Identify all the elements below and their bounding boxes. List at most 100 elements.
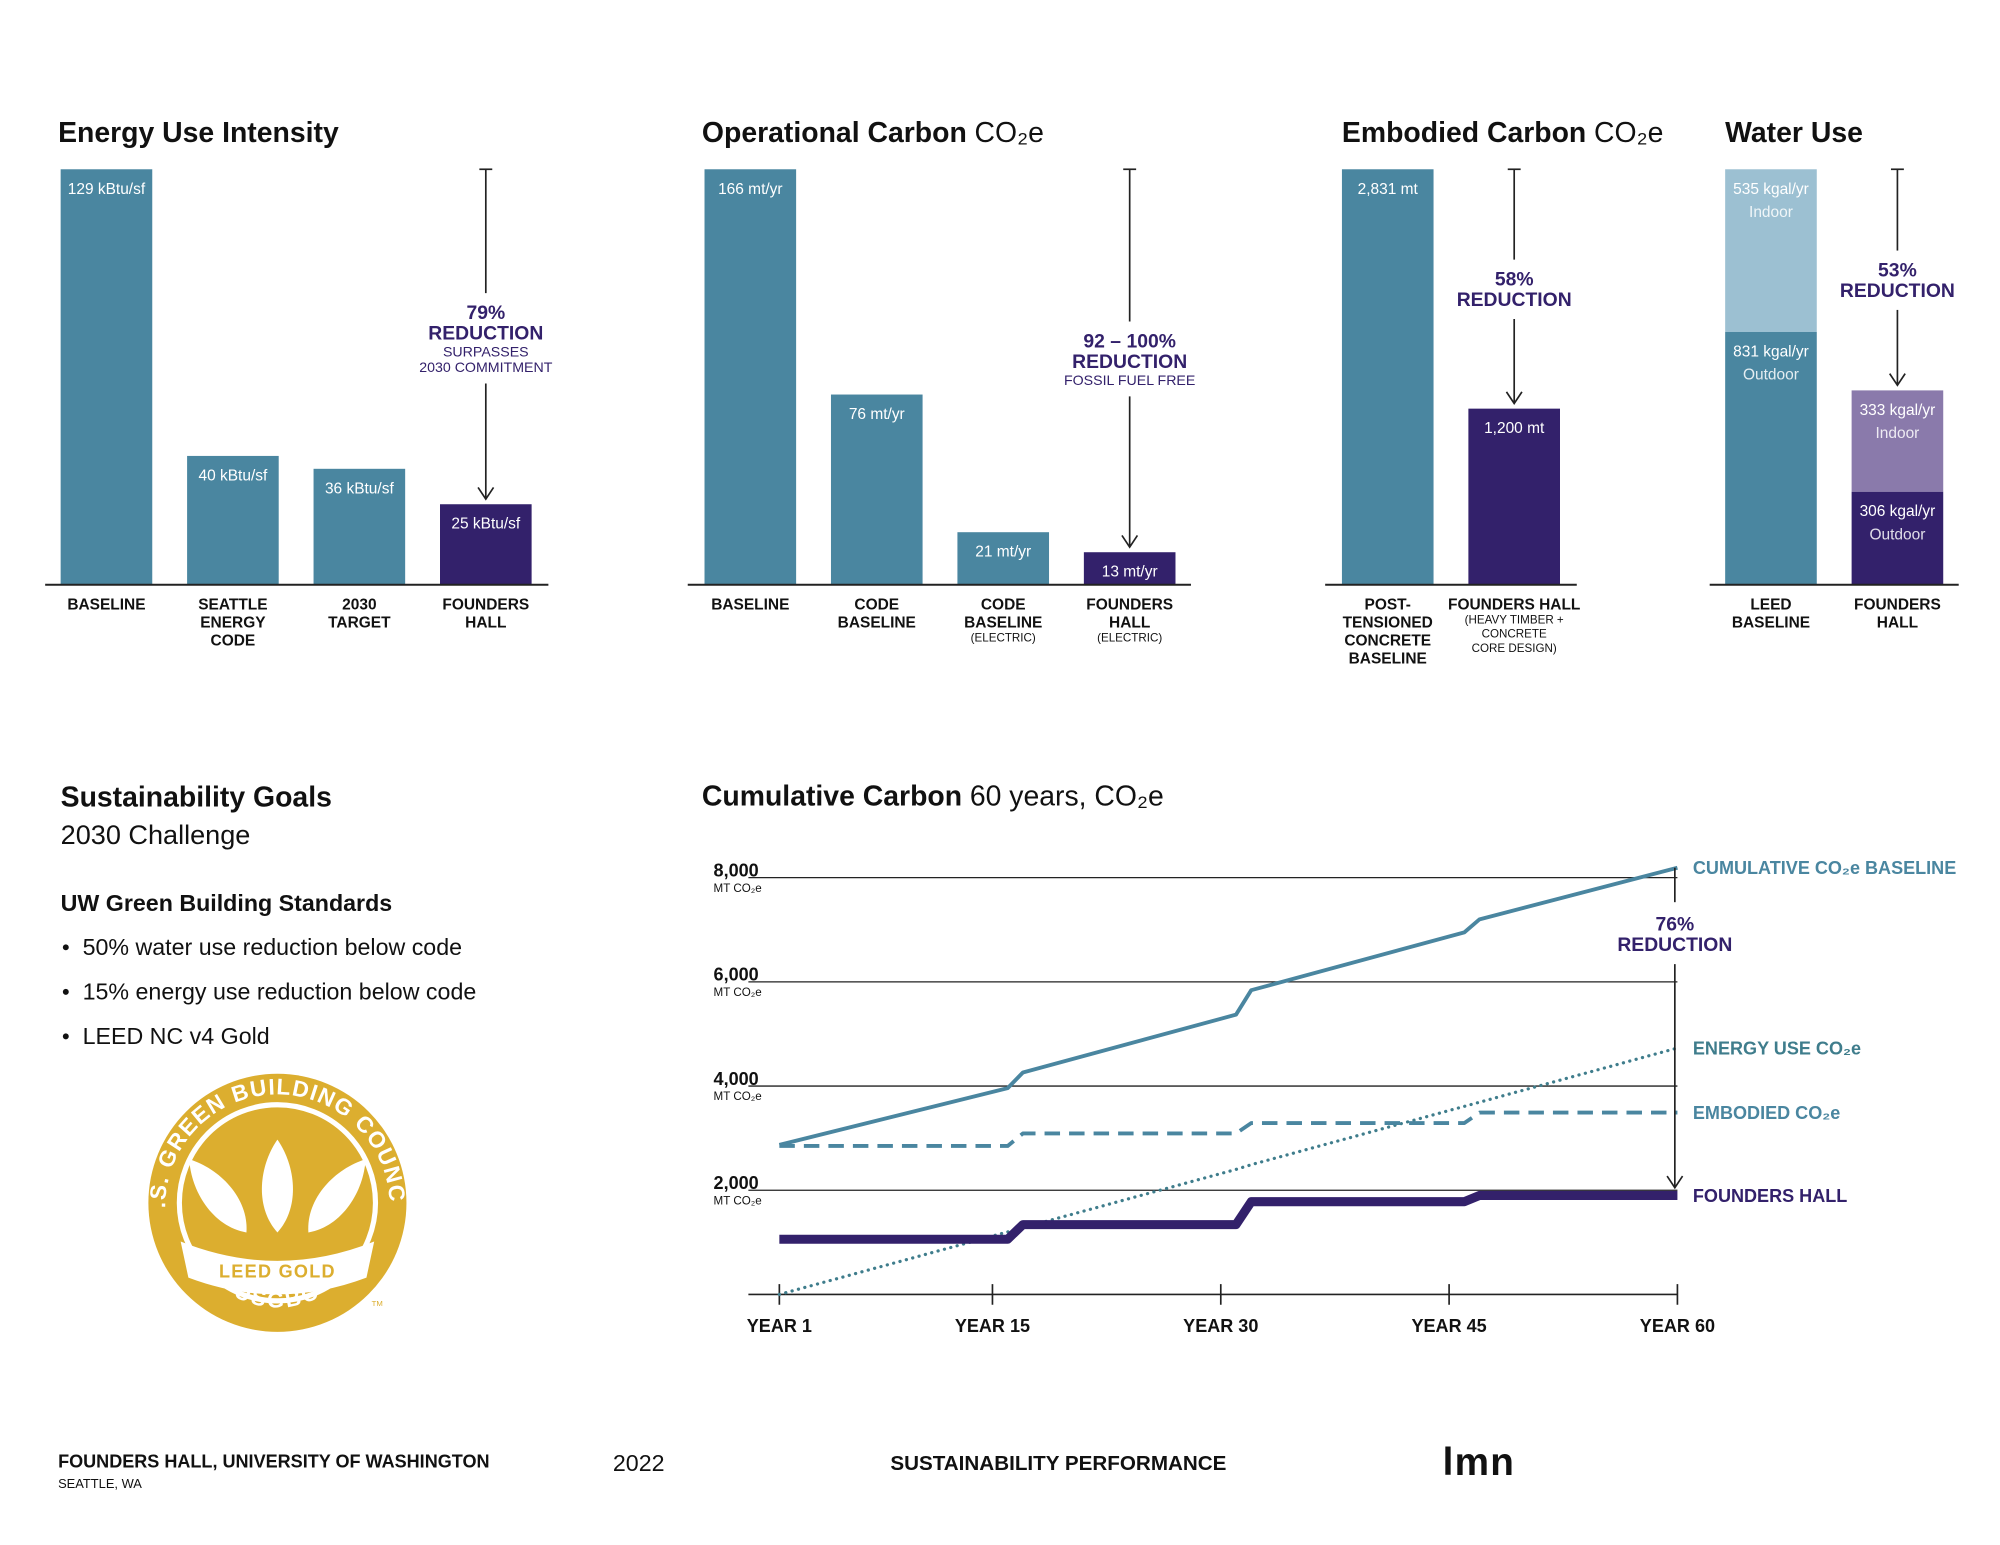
chart-title: Cumulative Carbon 60 years, CO₂e <box>702 780 1164 812</box>
goals-subtitle: 2030 Challenge <box>61 819 251 850</box>
category-label: FOUNDERS HALL <box>1448 596 1580 613</box>
badge-leaf <box>308 1159 366 1233</box>
category-label: BASELINE <box>67 596 145 613</box>
footer-year: 2022 <box>613 1450 665 1476</box>
title-main: Operational Carbon <box>702 117 967 149</box>
annotation-headline: REDUCTION <box>1457 289 1572 311</box>
badge-ring <box>176 1102 379 1304</box>
category-label: CODE <box>854 596 899 613</box>
bar <box>440 504 532 585</box>
title-main: Embodied Carbon <box>1342 117 1586 149</box>
bar-segment <box>1725 332 1817 585</box>
segment-name: Outdoor <box>1743 367 1799 384</box>
arrow-head <box>1888 373 1906 387</box>
category-label: CONCRETE <box>1344 632 1431 649</box>
series-line <box>777 1046 1680 1297</box>
category-label: TENSIONED <box>1343 614 1433 631</box>
bullet <box>62 944 69 951</box>
chart-title: Embodied Carbon CO₂e <box>1342 117 1663 149</box>
value-label: 831 kgal/yr <box>1733 344 1809 361</box>
annotation-headline: 79% <box>466 302 505 324</box>
category-label: ENERGY <box>200 614 266 631</box>
series-line <box>779 1110 1678 1148</box>
value-label: 129 kBtu/sf <box>68 181 146 198</box>
x-tick-label: YEAR 15 <box>955 1316 1030 1336</box>
title-main: Cumulative Carbon <box>702 780 962 812</box>
footer-logo: lmn <box>1443 1441 1516 1484</box>
bullet <box>62 988 69 995</box>
category-label: HALL <box>1109 614 1150 631</box>
series-line <box>779 1190 1678 1244</box>
chart-title: Operational Carbon CO₂e <box>702 117 1044 149</box>
arrow-head <box>1505 391 1523 405</box>
series-label: FOUNDERS HALL <box>1693 1186 1847 1206</box>
category-label: CODE <box>981 596 1026 613</box>
x-tick-label: YEAR 1 <box>747 1316 812 1336</box>
x-tick-label: YEAR 30 <box>1183 1316 1258 1336</box>
value-label: 40 kBtu/sf <box>199 467 268 484</box>
annotation-note: FOSSIL FUEL FREE <box>1064 373 1195 389</box>
bar-segment <box>1725 169 1817 333</box>
x-tick-label: YEAR 45 <box>1411 1316 1486 1336</box>
y-tick-label: 6,000 <box>714 965 759 985</box>
annotation-headline: REDUCTION <box>1840 280 1955 302</box>
value-label: 13 mt/yr <box>1102 564 1158 581</box>
y-tick-label: 4,000 <box>714 1069 759 1089</box>
category-label: BASELINE <box>838 614 916 631</box>
goal-item: 50% water use reduction below code <box>83 934 462 960</box>
bar <box>1468 408 1560 585</box>
category-label: LEED <box>1750 596 1791 613</box>
title-sub: CO₂e <box>1594 117 1663 149</box>
value-label: 1,200 mt <box>1484 420 1545 437</box>
badge-leaf <box>261 1139 293 1233</box>
annotation-headline: REDUCTION <box>428 323 543 345</box>
y-tick-unit: MT CO₂e <box>714 1090 762 1103</box>
value-label: 76 mt/yr <box>849 406 905 423</box>
category-label: BASELINE <box>711 596 789 613</box>
value-label: 166 mt/yr <box>718 181 782 198</box>
arrow-head <box>1666 1175 1684 1190</box>
segment-name: Indoor <box>1749 204 1793 221</box>
category-label: BASELINE <box>1732 614 1810 631</box>
bar <box>830 394 923 585</box>
category-label: TARGET <box>328 614 391 631</box>
segment-name: Indoor <box>1875 425 1919 442</box>
series-label: CUMULATIVE CO₂e BASELINE <box>1693 858 1956 878</box>
goal-item: 15% energy use reduction below code <box>83 979 477 1005</box>
bar <box>60 169 153 585</box>
arrow-head <box>1121 534 1139 549</box>
bullet <box>62 1033 69 1040</box>
series-label: ENERGY USE CO₂e <box>1693 1038 1861 1058</box>
category-label: HALL <box>1877 614 1918 631</box>
goals-heading: UW Green Building Standards <box>61 890 393 916</box>
value-label: 25 kBtu/sf <box>451 516 520 533</box>
footer-location: SEATTLE, WA <box>58 1476 142 1491</box>
category-note: (HEAVY TIMBER + <box>1465 613 1564 626</box>
category-label: POST- <box>1365 596 1411 613</box>
annotation-headline: 76% <box>1655 914 1694 936</box>
chart-title: Water Use <box>1725 117 1863 149</box>
category-label: FOUNDERS <box>1086 596 1173 613</box>
value-label: 333 kgal/yr <box>1860 402 1936 419</box>
footer-section: SUSTAINABILITY PERFORMANCE <box>890 1452 1226 1475</box>
bar <box>957 532 1050 585</box>
category-label: BASELINE <box>964 614 1042 631</box>
y-tick-label: 2,000 <box>714 1173 759 1193</box>
category-label: CODE <box>211 632 256 649</box>
title-main: Energy Use Intensity <box>58 117 339 149</box>
annotation-note: 2030 COMMITMENT <box>419 360 553 376</box>
category-note: CORE DESIGN) <box>1472 642 1557 655</box>
annotation-headline: 92 – 100% <box>1083 330 1176 352</box>
bar <box>187 455 279 585</box>
bar <box>1083 552 1176 585</box>
value-label: 306 kgal/yr <box>1860 503 1936 520</box>
category-label: 2030 <box>342 596 376 613</box>
badge-banner <box>180 1241 375 1295</box>
chart-title: Energy Use Intensity <box>58 117 339 149</box>
y-tick-unit: MT CO₂e <box>714 986 762 999</box>
bar-segment <box>1851 491 1944 585</box>
annotation-headline: 58% <box>1495 268 1534 290</box>
title-sub: CO₂e <box>975 117 1044 149</box>
badge-banner-text: LEED GOLD <box>219 1262 336 1282</box>
